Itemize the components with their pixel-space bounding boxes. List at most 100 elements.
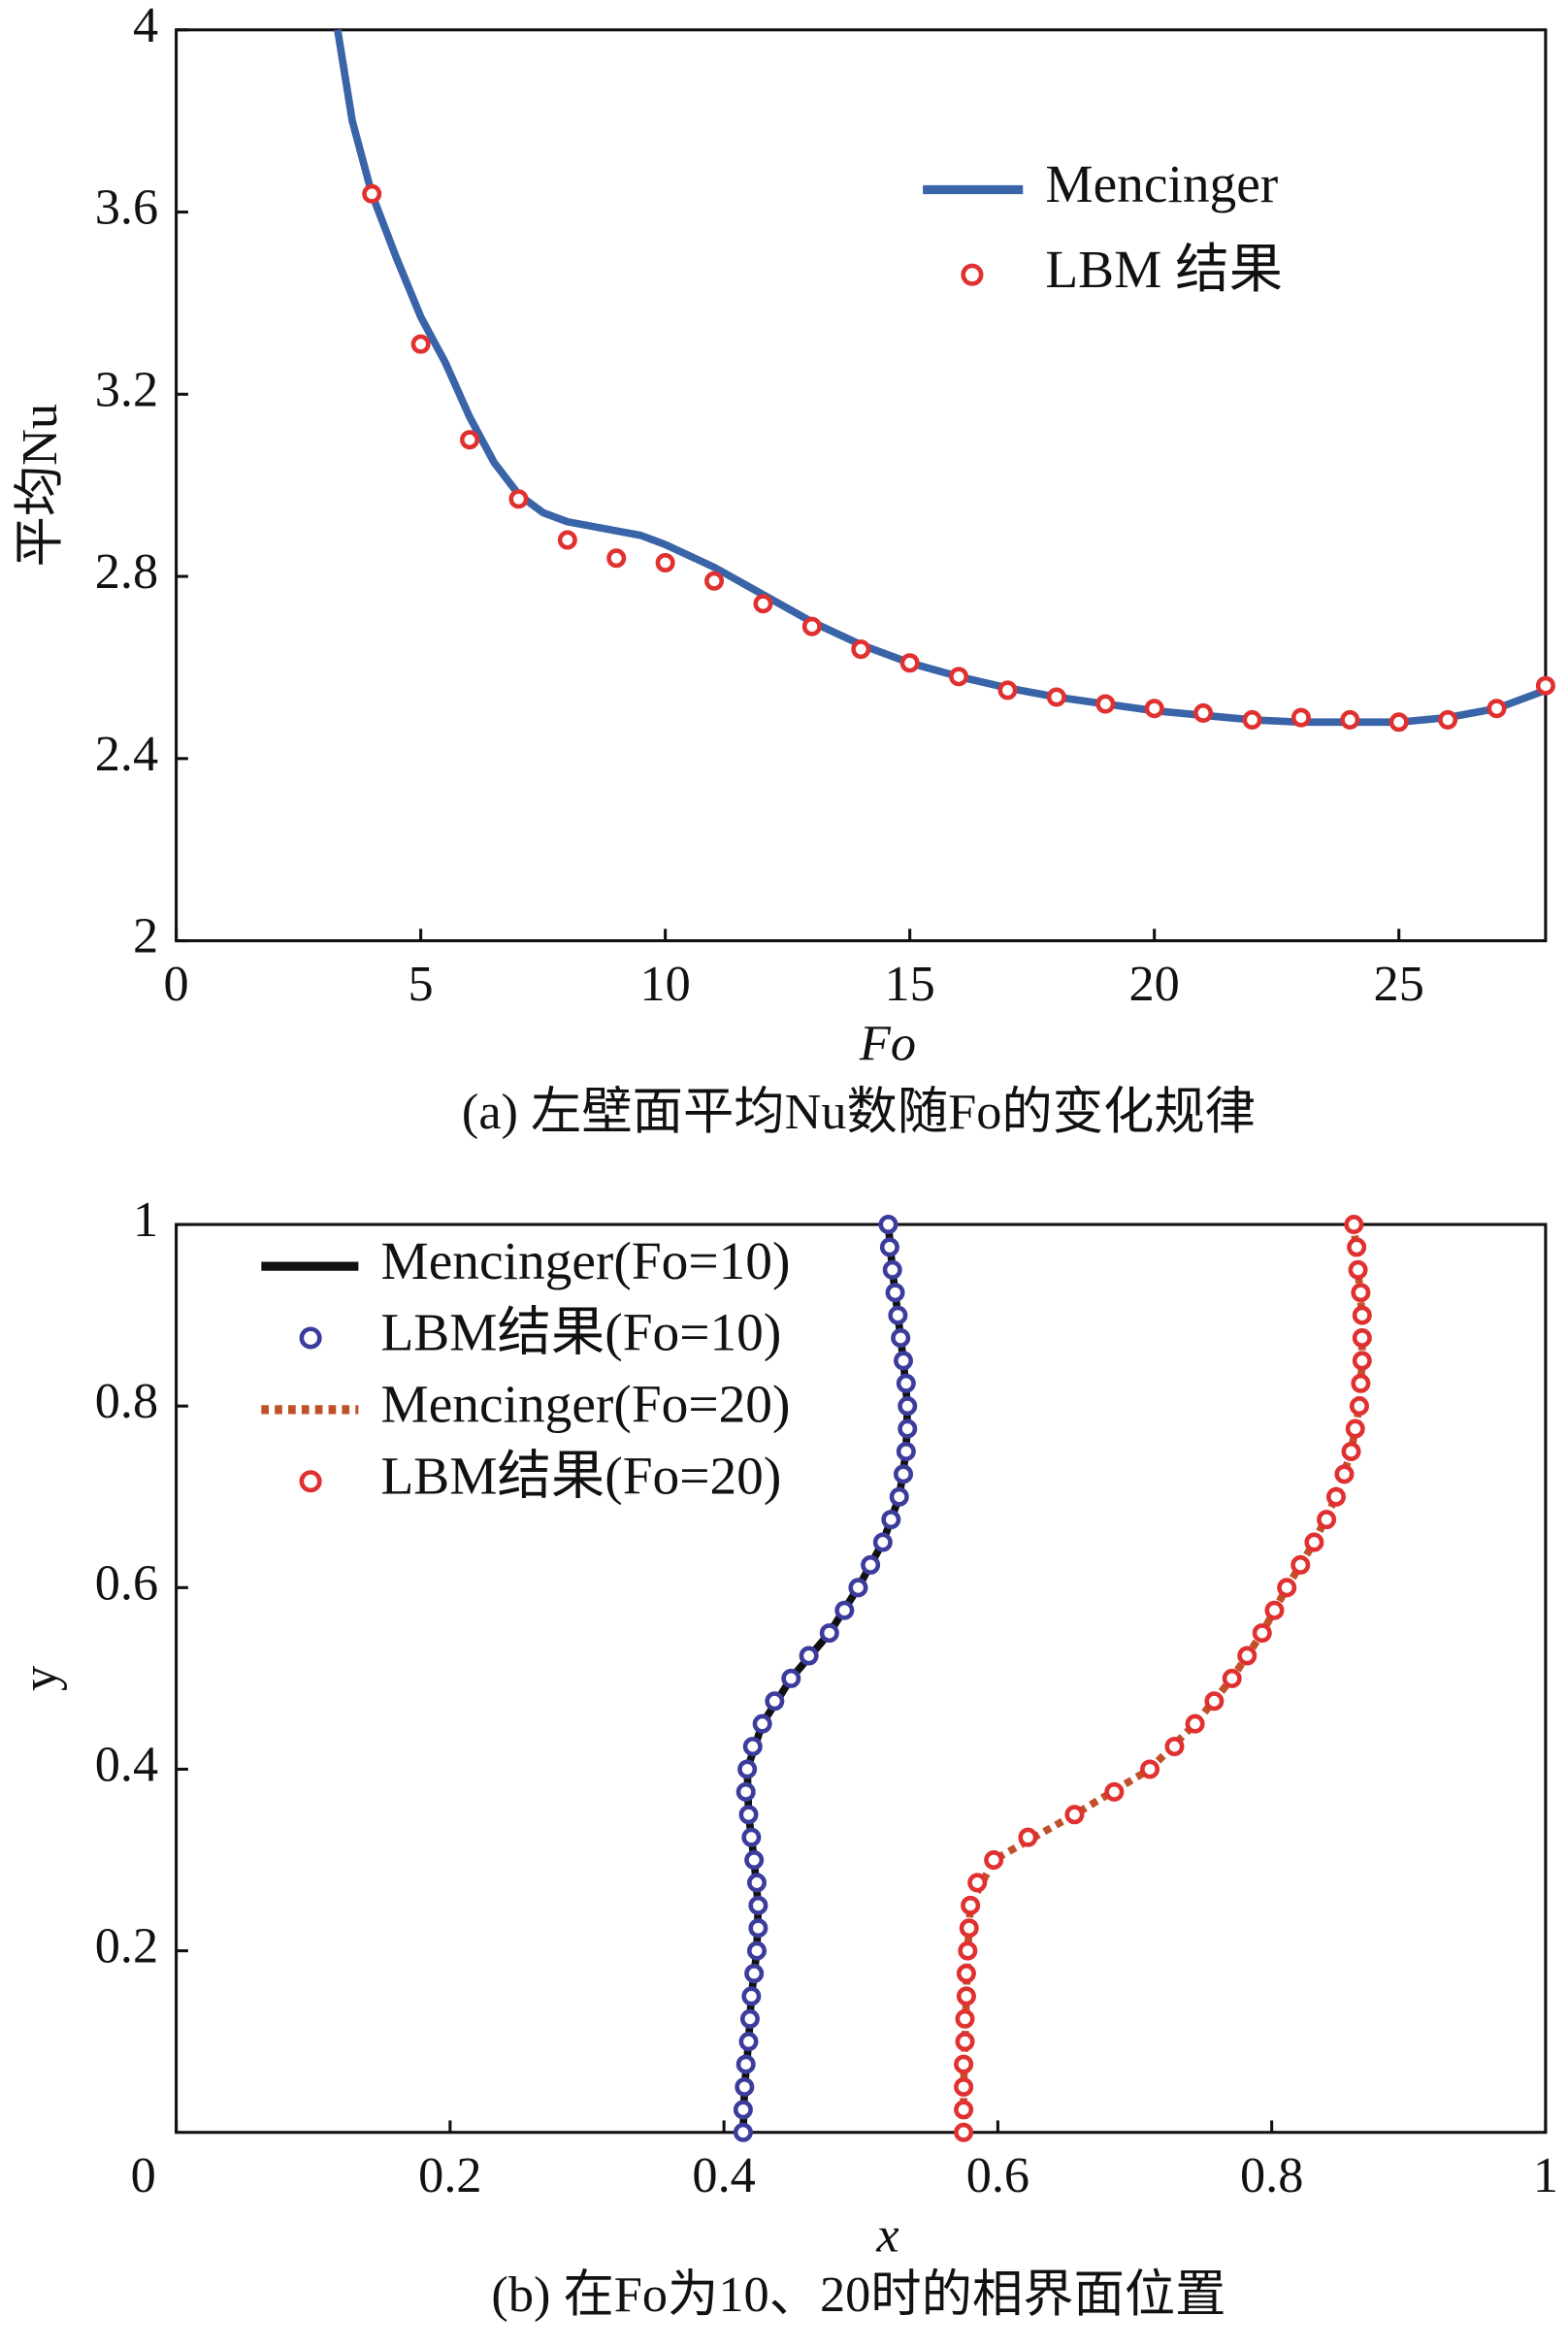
x-axis-label: Fo (859, 1015, 916, 1071)
data-point (1341, 1441, 1361, 1461)
data-point (746, 1940, 768, 1961)
data-point (851, 639, 871, 660)
data-point (1352, 1305, 1372, 1325)
data-point (1193, 702, 1214, 723)
data-point (955, 2032, 975, 2052)
data-point (606, 548, 627, 569)
data-point (1317, 1510, 1337, 1530)
data-point (954, 2100, 974, 2120)
x-tick-label: 10 (639, 956, 690, 1012)
data-point (834, 1600, 855, 1620)
data-point (799, 1646, 819, 1666)
y-tick-label: 0.8 (95, 1373, 158, 1429)
data-point (738, 1805, 759, 1825)
data-point (967, 1873, 988, 1893)
data-point (881, 1510, 901, 1530)
legend-label: Mencinger (1045, 154, 1278, 213)
legend-swatch (961, 263, 984, 286)
data-point (949, 667, 969, 687)
legend-label: Mencinger(Fo=10) (380, 1231, 790, 1290)
x-tick-label: 25 (1374, 956, 1424, 1012)
data-point (954, 2122, 974, 2142)
y-tick-label: 2.8 (95, 543, 158, 600)
data-point (1345, 1419, 1365, 1439)
data-point (1325, 1486, 1346, 1507)
x-tick-label: 20 (1129, 956, 1180, 1012)
data-point (704, 571, 725, 591)
data-point (1018, 1827, 1038, 1847)
data-point (460, 430, 480, 450)
data-point (959, 1918, 979, 1939)
plot-frame (175, 28, 1548, 943)
data-point (954, 2054, 974, 2074)
y-tick-label: 3.6 (95, 179, 158, 236)
data-point (1340, 709, 1360, 730)
data-point (781, 1668, 801, 1688)
data-point (1352, 1327, 1372, 1348)
x-tick-label: 0.8 (1240, 2147, 1303, 2203)
data-point (1351, 1373, 1371, 1393)
data-point (1351, 1283, 1371, 1303)
x-tick-label: 1 (1533, 2147, 1558, 2203)
data-point (1237, 1646, 1258, 1666)
data-point (1352, 1351, 1372, 1371)
data-point (898, 1419, 918, 1439)
data-point (733, 2100, 753, 2120)
data-point (899, 653, 920, 673)
data-point (1349, 1396, 1369, 1417)
data-point (1535, 675, 1555, 696)
data-point (1304, 1532, 1324, 1552)
data-point (1104, 1781, 1125, 1802)
data-point (655, 552, 675, 572)
series-line (960, 1223, 1366, 2133)
data-point (752, 1713, 772, 1734)
data-point (894, 1351, 914, 1371)
y-tick-label: 2 (133, 908, 158, 964)
data-point (885, 1283, 905, 1303)
y-tick-label: 0.4 (95, 1736, 158, 1792)
y-tick-label: 0.6 (95, 1554, 158, 1611)
data-point (848, 1578, 868, 1598)
data-point (896, 1373, 916, 1393)
data-point (894, 1464, 914, 1484)
series-line (334, 29, 1548, 727)
data-point (737, 1759, 758, 1779)
data-point (744, 1964, 765, 1984)
data-point (961, 1895, 981, 1915)
data-point (748, 1895, 768, 1915)
data-point (861, 1554, 881, 1575)
data-point (954, 2076, 974, 2097)
data-point (1290, 1554, 1311, 1575)
data-point (1144, 699, 1164, 719)
y-axis-label: y (12, 1666, 68, 1691)
data-point (753, 594, 773, 614)
data-point (956, 1986, 976, 2006)
data-point (1222, 1668, 1242, 1688)
plot-frame (175, 1223, 1548, 2135)
data-point (739, 2008, 760, 2029)
legend-label: LBM结果(Fo=10) (380, 1303, 781, 1362)
y-axis-label: 平均Nu (12, 404, 68, 568)
data-point (741, 1986, 762, 2006)
data-point (765, 1691, 785, 1712)
data-point (896, 1441, 916, 1461)
x-tick-label: 0 (164, 956, 189, 1012)
data-point (956, 1964, 976, 1984)
x-tick-label: 0 (131, 2147, 156, 2203)
data-point (1348, 1259, 1368, 1280)
data-point (891, 1327, 911, 1348)
data-point (1290, 707, 1311, 728)
data-point (1438, 709, 1458, 730)
y-tick-label: 4 (133, 0, 158, 53)
data-point (1334, 1464, 1355, 1484)
data-point (508, 489, 529, 509)
x-tick-label: 0.6 (966, 2147, 1029, 2203)
data-point (741, 1827, 762, 1847)
data-point (733, 2122, 753, 2142)
data-point (955, 2008, 975, 2029)
data-point (1046, 687, 1066, 707)
data-point (735, 2076, 755, 2097)
data-point (1252, 1623, 1272, 1644)
